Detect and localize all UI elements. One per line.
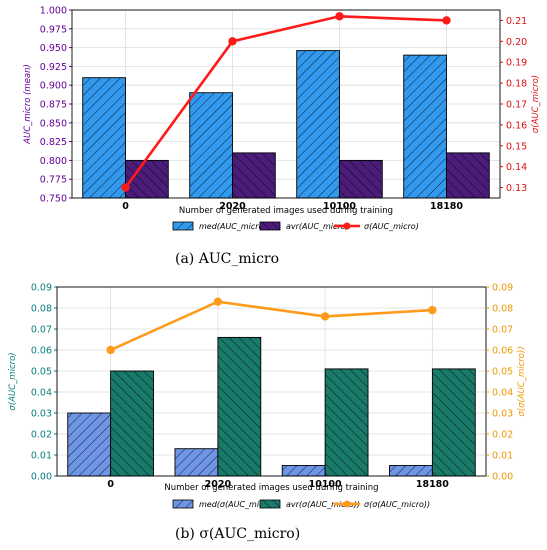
bar-hatch: [110, 371, 154, 476]
legend-swatch-hatch: [173, 500, 193, 508]
legend-label: med(σ(AUC_micro)): [199, 500, 278, 509]
sigma-line: [110, 300, 433, 352]
sigma-point: [106, 345, 115, 355]
bar-hatch: [339, 160, 383, 198]
legend-marker: [343, 500, 351, 508]
sigma-point: [428, 305, 437, 315]
panel-caption: (b) σ(AUC_micro): [175, 526, 300, 542]
y-tick-label: 0.750: [40, 194, 67, 205]
y-right-tick-label: 0.20: [506, 37, 527, 48]
y-tick-label: 0.08: [31, 304, 52, 315]
legend-label: σ(σ(AUC_micro)): [364, 500, 430, 509]
y-right-tick-label: 0.01: [492, 451, 513, 462]
y-tick-label: 0.06: [31, 346, 52, 357]
y-tick-label: 0.850: [40, 118, 67, 129]
y-right-tick-label: 0.00: [492, 472, 513, 483]
y-right-tick-label: 0.17: [506, 100, 527, 111]
legend-swatch-hatch: [260, 222, 280, 230]
x-tick-label: 2020: [205, 479, 232, 490]
bar-hatch: [282, 465, 326, 476]
bar-hatch: [232, 152, 276, 198]
bar-hatch: [389, 465, 433, 476]
bar-hatch: [296, 50, 340, 198]
y-right-tick-label: 0.14: [506, 162, 527, 173]
y-tick-label: 0.800: [40, 156, 67, 167]
y-tick-label: 0.09: [31, 283, 52, 294]
sigma-point: [442, 16, 451, 25]
y-right-tick-label: 0.19: [506, 58, 527, 69]
x-tick-label: 18180: [430, 201, 463, 212]
x-tick-label: 2020: [219, 201, 246, 212]
x-tick-label: 10100: [323, 201, 356, 212]
y-tick-label: 0.00: [31, 472, 52, 483]
y-right-tick-label: 0.03: [492, 409, 513, 420]
y-axis-label: σ(AUC_micro): [8, 352, 18, 410]
y-right-axis-label: σ(σ(AUC_micro)): [517, 346, 527, 416]
bar-hatch: [325, 368, 369, 476]
y-tick-label: 0.07: [31, 325, 52, 336]
y-tick-label: 0.03: [31, 409, 52, 420]
y-tick-label: 0.825: [40, 137, 67, 148]
legend-label: med(AUC_micro): [199, 222, 267, 231]
y-right-tick-label: 0.16: [506, 120, 527, 131]
y-tick-label: 0.02: [31, 430, 52, 441]
y-right-tick-label: 0.04: [492, 388, 513, 399]
bar-hatch: [82, 77, 126, 198]
legend-label: avr(AUC_micro): [286, 222, 349, 231]
y-right-tick-label: 0.18: [506, 79, 527, 90]
legend-label: avr(σ(AUC_micro)): [286, 500, 360, 509]
sigma-point: [320, 312, 330, 321]
y-tick-label: 0.975: [40, 24, 67, 35]
y-right-tick-label: 0.13: [506, 183, 527, 194]
legend-marker: [343, 222, 351, 230]
sigma-point: [121, 183, 130, 192]
sigma-point: [213, 297, 223, 306]
x-tick-label: 0: [122, 201, 129, 212]
y-axis-label: AUC_micro (mean): [23, 64, 33, 145]
x-axis-label: Number of generated images used during t…: [179, 206, 393, 216]
y-tick-label: 0.925: [40, 62, 67, 73]
bar-hatch: [67, 413, 111, 476]
legend-swatch-hatch: [173, 222, 193, 230]
x-tick-label: 18180: [416, 479, 449, 490]
bar-hatch: [446, 152, 490, 198]
chart-panel-a: 0.750 0.775 0.800 0.825 0.850 0.875 0.900 0.925…: [23, 6, 541, 268]
y-tick-label: 1.000: [40, 6, 67, 17]
y-right-tick-label: 0.02: [492, 430, 513, 441]
y-right-tick-label: 0.05: [492, 367, 513, 378]
legend-swatch-hatch: [260, 500, 280, 508]
y-tick-label: 0.900: [40, 81, 67, 92]
y-right-tick-label: 0.09: [492, 283, 513, 294]
sigma-point: [228, 37, 237, 46]
y-right-tick-label: 0.07: [492, 325, 513, 336]
y-tick-label: 0.05: [31, 367, 52, 378]
y-right-tick-label: 0.15: [506, 141, 527, 152]
bar-hatch: [189, 92, 233, 198]
y-tick-label: 0.775: [40, 175, 67, 186]
bar-hatch: [174, 448, 218, 476]
bar-hatch: [403, 55, 447, 199]
y-right-axis-label: σ(AUC_micro): [531, 75, 541, 133]
y-tick-label: 0.01: [31, 451, 52, 462]
panel-caption: (a) AUC_micro: [175, 251, 279, 267]
y-tick-label: 0.04: [31, 388, 52, 399]
legend-label: σ(AUC_micro): [364, 222, 419, 231]
bar-hatch: [217, 337, 261, 476]
x-tick-label: 10100: [309, 479, 342, 490]
x-axis-label: Number of generated images used during t…: [164, 483, 378, 493]
y-tick-label: 0.950: [40, 43, 67, 54]
y-right-tick-label: 0.06: [492, 346, 513, 357]
y-right-tick-label: 0.21: [506, 16, 527, 27]
chart-panel-b: 0.00 0.01 0.02 0.03 0.04 0.05 0.06 0.07 0.08 0.09…: [8, 283, 527, 543]
y-tick-label: 0.875: [40, 100, 67, 111]
sigma-point: [335, 12, 344, 21]
sigma-line: [124, 14, 447, 189]
plot-frame: [56, 286, 487, 477]
x-tick-label: 0: [107, 479, 114, 490]
bar-hatch: [432, 368, 476, 476]
y-right-tick-label: 0.08: [492, 304, 513, 315]
